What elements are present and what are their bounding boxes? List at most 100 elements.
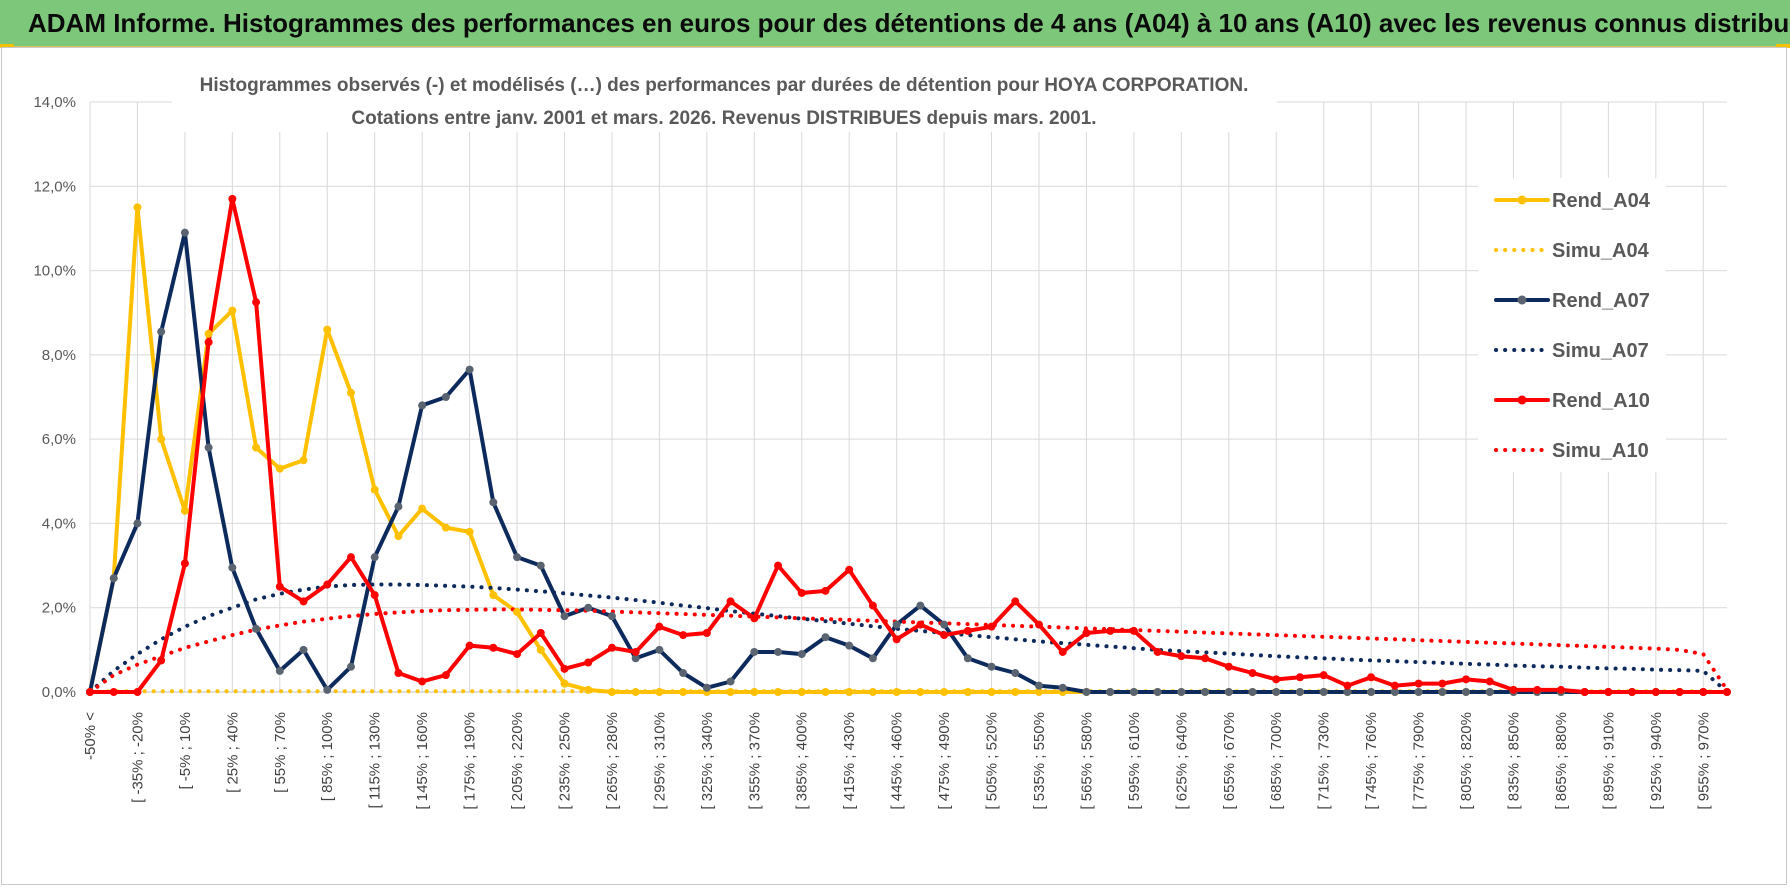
data-point-Rend_A04 <box>228 306 237 315</box>
x-tick-label: [ -5% ; 10% <box>177 712 194 790</box>
data-point-Rend_A07 <box>536 561 545 570</box>
x-tick-label: [ 295% ; 310% <box>651 712 668 810</box>
data-point-Rend_A10 <box>560 664 569 673</box>
x-tick-label: [ 535% ; 550% <box>1031 712 1048 810</box>
data-point-Rend_A10 <box>109 688 118 696</box>
x-tick-label: [ 865% ; 880% <box>1553 712 1570 810</box>
x-tick-label: [ 925% ; 940% <box>1648 712 1665 810</box>
legend-label-Rend_A07: Rend_A07 <box>1552 290 1650 312</box>
legend-bg <box>1478 178 1666 472</box>
data-point-Rend_A10 <box>1201 654 1210 663</box>
data-point-Rend_A07 <box>560 612 569 621</box>
data-point-Rend_A10 <box>1509 685 1518 694</box>
data-point-Rend_A07 <box>774 647 783 656</box>
x-tick-label: [ 775% ; 790% <box>1411 712 1428 810</box>
data-point-Rend_A07 <box>418 401 427 410</box>
data-point-Rend_A04 <box>489 591 498 600</box>
data-point-Rend_A07 <box>963 654 972 663</box>
data-point-Rend_A10 <box>1699 688 1708 696</box>
data-point-Rend_A04 <box>346 388 355 397</box>
data-point-Rend_A10 <box>1153 647 1162 656</box>
data-point-Rend_A10 <box>1319 671 1328 680</box>
data-point-Rend_A07 <box>1058 683 1067 692</box>
data-point-Rend_A07 <box>1201 688 1210 696</box>
y-tick-label: 12,0% <box>33 178 76 195</box>
x-tick-label: [ 625% ; 640% <box>1173 712 1190 810</box>
data-point-Rend_A07 <box>1343 688 1352 696</box>
data-point-Rend_A07 <box>441 393 450 401</box>
data-point-Rend_A10 <box>370 591 379 600</box>
data-point-Rend_A07 <box>1272 688 1281 696</box>
data-point-Rend_A04 <box>323 325 332 334</box>
data-point-Rend_A04 <box>631 688 640 696</box>
data-point-Rend_A04 <box>750 688 759 696</box>
data-point-Rend_A04 <box>180 506 189 515</box>
data-point-Rend_A07 <box>299 645 308 654</box>
data-point-Rend_A07 <box>228 563 237 572</box>
x-tick-label: [ 145% ; 160% <box>414 712 431 810</box>
data-point-Rend_A07 <box>750 647 759 656</box>
data-point-Rend_A10 <box>702 629 711 637</box>
y-tick-label: 8,0% <box>42 347 76 364</box>
data-point-Rend_A10 <box>1129 626 1138 635</box>
data-point-Rend_A10 <box>987 622 996 631</box>
data-point-Rend_A04 <box>726 688 735 696</box>
x-tick-label: [ 715% ; 730% <box>1316 712 1333 810</box>
data-point-Rend_A10 <box>418 677 427 686</box>
data-point-Rend_A10 <box>750 614 759 623</box>
data-point-Rend_A04 <box>370 485 379 494</box>
data-point-Rend_A04 <box>299 456 308 465</box>
chart-frame <box>1 47 1787 885</box>
data-point-Rend_A07 <box>180 228 189 237</box>
data-point-Rend_A07 <box>1295 688 1304 696</box>
x-tick-label: [ 475% ; 490% <box>936 712 953 810</box>
data-point-Rend_A07 <box>702 683 711 692</box>
data-point-Rend_A10 <box>1177 652 1186 661</box>
data-point-Rend_A10 <box>180 559 189 568</box>
data-point-Rend_A10 <box>346 553 355 562</box>
data-point-Rend_A07 <box>940 620 949 629</box>
data-point-Rend_A10 <box>133 688 142 696</box>
data-point-Rend_A10 <box>916 620 925 629</box>
data-point-Rend_A04 <box>845 688 854 696</box>
data-point-Rend_A10 <box>821 586 830 595</box>
data-point-Rend_A07 <box>607 612 616 621</box>
data-point-Rend_A04 <box>821 688 830 696</box>
data-point-Rend_A07 <box>252 624 261 633</box>
report-title: ADAM Informe. Histogrammes des performan… <box>28 8 1790 38</box>
x-tick-label: [ 385% ; 400% <box>794 712 811 810</box>
data-point-Rend_A07 <box>1224 688 1233 696</box>
data-point-Rend_A10 <box>1106 626 1115 635</box>
data-point-Rend_A04 <box>204 329 213 338</box>
data-point-Rend_A07 <box>370 553 379 562</box>
x-tick-label: [ 175% ; 190% <box>462 712 479 810</box>
data-point-Rend_A04 <box>1011 688 1020 696</box>
chart-title-line1: Histogrammes observés (-) et modélisés (… <box>200 75 1249 96</box>
data-point-Rend_A04 <box>513 607 522 616</box>
data-point-Rend_A10 <box>1295 673 1304 682</box>
data-point-Rend_A04 <box>679 688 688 696</box>
data-point-Rend_A07 <box>1438 688 1447 696</box>
x-tick-label: [ 205% ; 220% <box>509 712 526 810</box>
data-point-Rend_A10 <box>940 631 949 640</box>
data-point-Rend_A07 <box>1248 688 1257 696</box>
data-point-Rend_A07 <box>1153 688 1162 696</box>
data-point-Rend_A04 <box>536 645 545 654</box>
data-point-Rend_A04 <box>560 679 569 688</box>
x-tick-label: [ 85% ; 100% <box>319 712 336 801</box>
legend-marker-Rend_A07 <box>1517 295 1527 305</box>
data-point-Rend_A07 <box>1367 688 1376 696</box>
data-point-Rend_A10 <box>1723 688 1731 696</box>
x-tick-label: [ 505% ; 520% <box>984 712 1001 810</box>
y-tick-label: 0,0% <box>42 684 76 701</box>
data-point-Rend_A10 <box>1485 677 1494 686</box>
data-point-Rend_A07 <box>845 641 854 650</box>
data-point-Rend_A04 <box>916 688 925 696</box>
data-point-Rend_A10 <box>1604 688 1613 696</box>
data-point-Rend_A10 <box>845 565 854 574</box>
data-point-Rend_A07 <box>1462 688 1471 696</box>
legend-label-Rend_A04: Rend_A04 <box>1552 190 1651 212</box>
data-point-Rend_A04 <box>987 688 996 696</box>
series-line-Rend_A07 <box>88 230 1729 694</box>
banner-accent-right <box>1776 44 1790 48</box>
